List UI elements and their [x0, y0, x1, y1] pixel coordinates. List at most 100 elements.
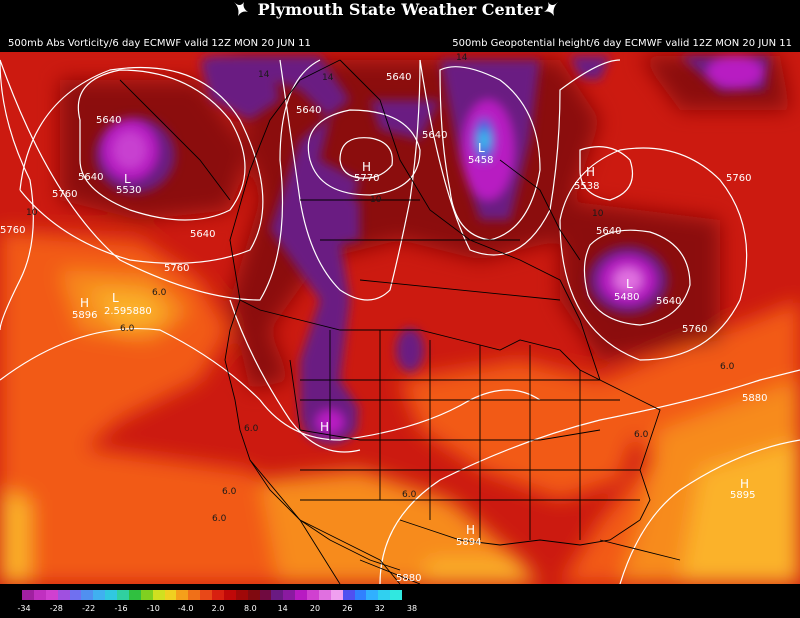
- legend-swatch: [378, 590, 391, 600]
- canada-west: [229, 59, 341, 301]
- legend-swatch: [283, 590, 296, 600]
- legend-tick-label: 14: [277, 604, 288, 613]
- legend-swatch: [354, 590, 367, 600]
- contour-labels: 5640 5640 5640 5640 5640 5640 5640 5640 …: [0, 72, 767, 584]
- contour-5820: [229, 299, 361, 453]
- legend-swatch: [81, 590, 94, 600]
- contour-label: 5880: [742, 393, 767, 404]
- legend-swatch: [330, 590, 343, 600]
- contour-5760-ridge: [0, 59, 321, 301]
- contour-label: 5880: [0, 225, 25, 236]
- vorticity-label: 6.0: [120, 324, 135, 334]
- legend-swatch: [117, 590, 129, 600]
- center-value: 5480: [614, 292, 639, 303]
- legend-swatch: [235, 590, 248, 600]
- legend-swatch: [164, 590, 177, 600]
- vorticity-maxima: [95, 56, 770, 444]
- vorticity-label: 14: [258, 70, 270, 80]
- legend-swatch: [212, 590, 224, 600]
- legend-tick-label: 32: [374, 604, 385, 613]
- contour-5760-low: [559, 147, 748, 361]
- color-legend: -34 -28 -22 -16 -10 -4.0 2.0 8.0 14 20 26 32 38: [0, 584, 800, 618]
- legend-tick-label: -22: [82, 604, 96, 613]
- legend-swatch: [271, 590, 284, 600]
- vorticity-subtitle: 500mb Abs Vorticity/6 day ECMWF valid 12…: [8, 38, 311, 49]
- contour-label: 5760: [682, 324, 707, 335]
- center-symbol: L: [112, 291, 119, 305]
- map-canvas: 5640 5640 5640 5640 5640 5640 5640 5640 …: [0, 52, 800, 584]
- state-lines-2: [329, 330, 581, 540]
- vorticity-label: 6.0: [720, 362, 735, 372]
- legend-swatch: [366, 590, 379, 600]
- vorticity-label: 6.0: [222, 487, 237, 497]
- weather-map: 5640 5640 5640 5640 5640 5640 5640 5640 …: [0, 52, 800, 584]
- legend-swatch: [45, 590, 58, 600]
- legend-swatch: [223, 590, 236, 600]
- header-bar: Plymouth State Weather Center: [0, 0, 800, 22]
- contour-5880-southeast: [619, 439, 800, 584]
- contour-label: 5760: [726, 173, 751, 184]
- legend-tick-label: 8.0: [243, 604, 257, 613]
- center-symbol: H: [362, 160, 371, 174]
- legend-swatch: [22, 590, 34, 600]
- legend-tick-label: -4.0: [177, 604, 194, 613]
- legend-swatch: [176, 590, 189, 600]
- contour-label: 5640: [78, 172, 103, 183]
- contour-label: 5640: [96, 115, 121, 126]
- vorticity-label: 6.0: [634, 430, 649, 440]
- contour-5480-low: [583, 229, 691, 326]
- center-value: 5894: [456, 537, 481, 548]
- contour-label: 5880: [396, 573, 421, 584]
- height-contours: [0, 59, 800, 584]
- contour-label: 5640: [422, 130, 447, 141]
- center-symbol: L: [626, 277, 633, 291]
- contour-5640-west: [77, 69, 246, 221]
- contour-label: 5640: [386, 72, 411, 83]
- legend-swatch: [128, 590, 141, 600]
- contour-5880-east: [379, 369, 800, 584]
- legend-tick-label: 20: [309, 604, 321, 613]
- legend-swatch: [140, 590, 153, 600]
- contour-5458-trough: [439, 66, 541, 241]
- legend-swatch: [188, 590, 201, 600]
- contour-label: 5640: [190, 229, 215, 240]
- vorticity-labels: 14 14 14 10 10 10 6.0 6.0 6.0 6.0 6.0 6.…: [26, 53, 735, 524]
- center-value: 5458: [468, 155, 493, 166]
- legend-swatch: [295, 590, 307, 600]
- canada-provinces: [300, 199, 561, 301]
- contour-5760-center: [279, 59, 421, 301]
- legend-tick-label: -16: [114, 604, 128, 613]
- vorticity-label: 10: [592, 209, 604, 219]
- vorticity-label: 10: [370, 195, 382, 205]
- snowflake-logo-icon: [544, 2, 558, 16]
- vorticity-label: 6.0: [152, 288, 167, 298]
- contour-5760-east: [419, 59, 621, 256]
- pressure-centers: L 5530 H 5770 L 5458 L 5480 H 5896 L 2.5…: [72, 141, 755, 548]
- contour-label: 5640: [296, 105, 321, 116]
- center-value: 5530: [116, 185, 141, 196]
- contour-label: 5760: [164, 263, 189, 274]
- legend-swatch: [105, 590, 117, 600]
- legend-swatch: [200, 590, 212, 600]
- legend-swatch: [69, 590, 82, 600]
- legend-swatch: [33, 590, 46, 600]
- legend-tick-label: -34: [17, 604, 31, 613]
- legend-tick-labels: -34 -28 -22 -16 -10 -4.0 2.0 8.0 14 20 26 32 38: [10, 604, 417, 616]
- center-symbol: H: [740, 477, 749, 491]
- legend-tick-label: -28: [49, 604, 63, 613]
- gulf-atlantic-coast: [399, 379, 661, 546]
- hudson-bay: [499, 159, 581, 261]
- contour-5770-center: [307, 109, 421, 196]
- state-lines-1: [289, 359, 601, 441]
- vorticity-label: 14: [456, 53, 468, 63]
- legend-color-bar: [22, 590, 402, 600]
- legend-swatch: [307, 590, 319, 600]
- contour-5770-inner: [339, 137, 393, 179]
- vorticity-label: 6.0: [402, 490, 417, 500]
- legend-swatch: [152, 590, 165, 600]
- center-symbol: H: [466, 523, 475, 537]
- vorticity-label: 14: [322, 73, 334, 83]
- legend-swatch: [57, 590, 70, 600]
- height-subtitle: 500mb Geopotential height/6 day ECMWF va…: [452, 38, 792, 49]
- legend-swatch: [93, 590, 106, 600]
